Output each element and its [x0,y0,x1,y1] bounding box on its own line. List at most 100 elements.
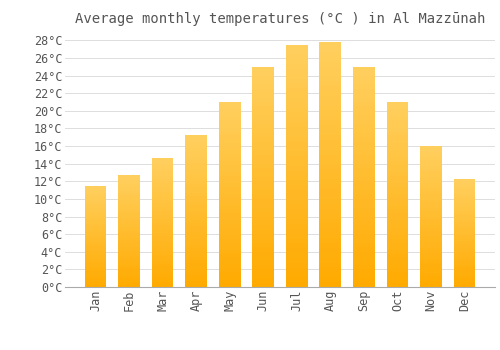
Bar [420,279,442,281]
Bar [286,243,308,248]
Bar [386,120,408,124]
Bar [118,213,140,215]
Bar [219,213,240,217]
Bar [353,190,375,195]
Bar [420,205,442,208]
Bar [454,231,475,233]
Bar [185,269,207,272]
Bar [420,259,442,262]
Bar [152,272,174,274]
Bar [353,265,375,270]
Bar [353,221,375,225]
Bar [185,157,207,160]
Bar [420,231,442,233]
Bar [353,93,375,98]
Bar [286,166,308,171]
Bar [420,166,442,169]
Bar [320,111,341,116]
Bar [353,203,375,208]
Bar [420,265,442,267]
Bar [286,200,308,205]
Bar [152,264,174,266]
Bar [320,272,341,277]
Bar [353,195,375,199]
Bar [286,234,308,239]
Bar [454,189,475,192]
Bar [219,276,240,280]
Bar [353,137,375,142]
Bar [386,183,408,187]
Bar [386,143,408,146]
Bar [386,239,408,243]
Bar [118,197,140,200]
Bar [152,285,174,287]
Bar [118,242,140,245]
Bar [118,189,140,191]
Bar [118,265,140,267]
Bar [420,202,442,205]
Bar [420,191,442,194]
Bar [185,184,207,187]
Bar [386,280,408,283]
Bar [252,80,274,84]
Bar [118,206,140,209]
Bar [454,200,475,202]
Bar [320,184,341,189]
Bar [286,248,308,253]
Bar [185,226,207,229]
Bar [118,184,140,186]
Bar [118,251,140,253]
Bar [185,190,207,193]
Bar [84,228,106,230]
Bar [420,267,442,270]
Bar [252,159,274,164]
Bar [252,93,274,98]
Bar [454,196,475,198]
Bar [420,245,442,247]
Bar [185,135,207,139]
Bar [420,214,442,217]
Bar [320,267,341,272]
Bar [152,212,174,215]
Bar [185,247,207,251]
Bar [386,198,408,202]
Bar [286,272,308,277]
Bar [320,47,341,52]
Bar [353,106,375,111]
Bar [286,142,308,147]
Bar [454,211,475,213]
Bar [84,226,106,228]
Bar [252,190,274,195]
Bar [454,222,475,224]
Bar [353,133,375,137]
Bar [420,239,442,242]
Bar [286,88,308,93]
Bar [320,66,341,71]
Bar [185,284,207,287]
Bar [185,169,207,172]
Bar [386,231,408,235]
Bar [386,217,408,220]
Bar [454,278,475,280]
Bar [118,182,140,184]
Bar [353,80,375,84]
Bar [252,243,274,247]
Bar [353,181,375,186]
Bar [353,142,375,146]
Bar [252,168,274,173]
Bar [252,199,274,203]
Bar [454,270,475,272]
Bar [420,284,442,287]
Bar [219,106,240,110]
Bar [286,127,308,132]
Bar [252,217,274,221]
Bar [185,196,207,199]
Bar [185,257,207,260]
Bar [386,209,408,213]
Bar [320,116,341,120]
Bar [219,246,240,250]
Bar [118,186,140,189]
Bar [252,239,274,243]
Bar [454,239,475,241]
Bar [185,236,207,238]
